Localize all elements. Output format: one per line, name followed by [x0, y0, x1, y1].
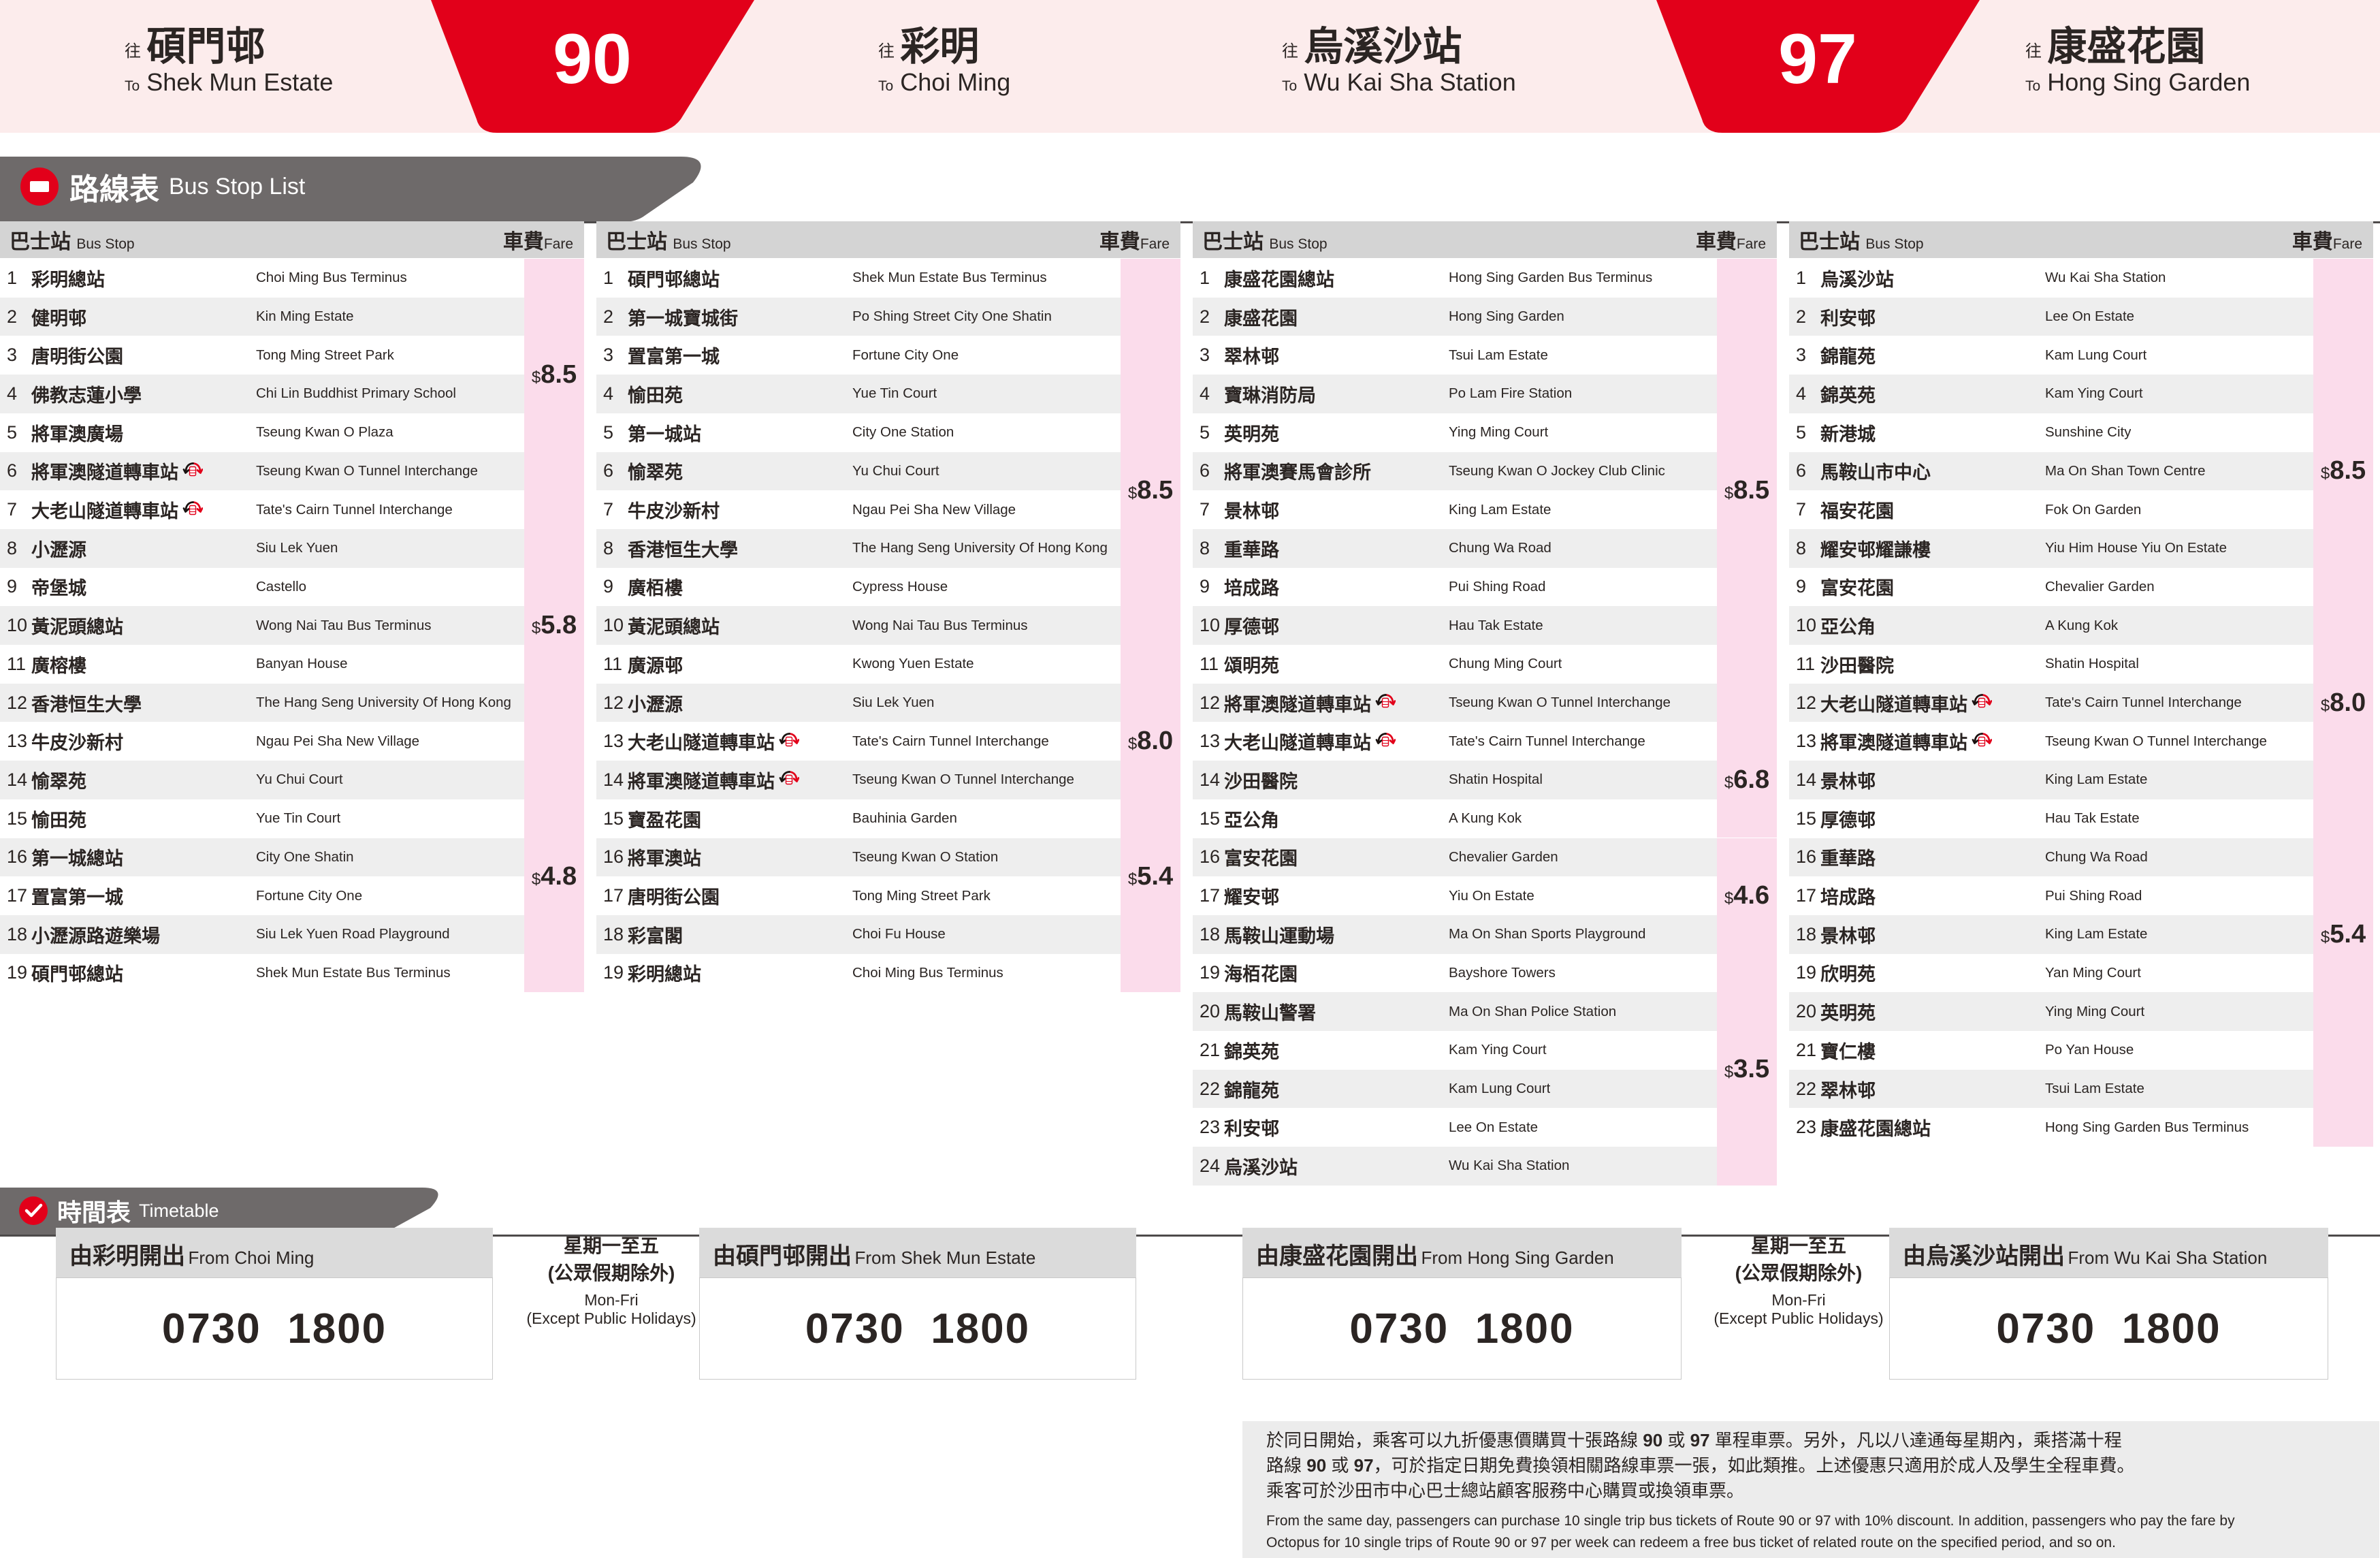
svg-text:97: 97 [1778, 20, 1857, 99]
